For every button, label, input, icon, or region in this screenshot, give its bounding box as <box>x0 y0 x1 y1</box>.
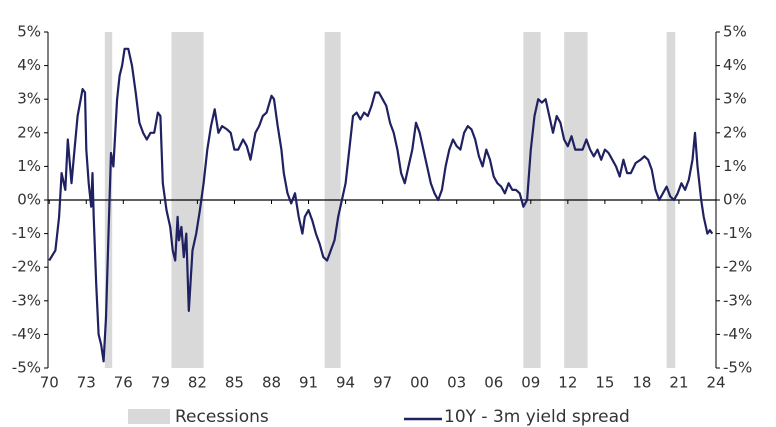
x-tick-label: 76 <box>114 374 133 392</box>
y-tick-label: -5% <box>12 359 41 377</box>
y2-tick-label: 0% <box>723 191 747 209</box>
legend-label: Recessions <box>175 407 269 427</box>
y-tick-label: 2% <box>17 123 41 141</box>
x-tick-label: 15 <box>595 374 614 392</box>
x-tick-label: 82 <box>188 374 207 392</box>
y2-tick-label: -1% <box>723 224 752 242</box>
y2-tick-label: 2% <box>723 123 747 141</box>
y2-tick-label: -2% <box>723 258 752 276</box>
spread-line <box>48 47 714 363</box>
x-tick-label: 97 <box>373 374 392 392</box>
x-tick-label: 85 <box>225 374 244 392</box>
y-tick-label: 4% <box>17 56 41 74</box>
x-tick-label: 73 <box>77 374 96 392</box>
x-tick-label: 94 <box>336 374 355 392</box>
x-tick-label: 03 <box>447 374 466 392</box>
y-tick-label: 1% <box>17 157 41 175</box>
x-tick-label: 00 <box>410 374 429 392</box>
x-tick-label: 24 <box>706 374 725 392</box>
y2-tick-label: -3% <box>723 291 752 309</box>
x-tick-label: 18 <box>632 374 651 392</box>
y2-tick-label: -4% <box>723 325 752 343</box>
legend-swatch-recessions <box>128 409 170 424</box>
y-tick-label: -1% <box>12 224 41 242</box>
x-tick-label: 79 <box>151 374 170 392</box>
y2-tick-label: 3% <box>723 90 747 108</box>
y2-tick-label: -5% <box>723 359 752 377</box>
y-tick-label: 0% <box>17 191 41 209</box>
x-tick-label: 88 <box>262 374 281 392</box>
y2-tick-label: 4% <box>723 56 747 74</box>
y-tick-label: -2% <box>12 258 41 276</box>
y-tick-label: 3% <box>17 90 41 108</box>
x-tick-label: 91 <box>299 374 318 392</box>
legend-label: 10Y - 3m yield spread <box>444 407 630 427</box>
y2-tick-label: 1% <box>723 157 747 175</box>
y-tick-label: 5% <box>17 23 41 41</box>
x-tick-label: 12 <box>558 374 577 392</box>
y2-tick-label: 5% <box>723 23 747 41</box>
x-tick-label: 21 <box>669 374 688 392</box>
x-tick-label: 09 <box>521 374 540 392</box>
y-tick-label: -3% <box>12 291 41 309</box>
x-tick-label: 06 <box>484 374 503 392</box>
y-tick-label: -4% <box>12 325 41 343</box>
x-tick-label: 70 <box>40 374 59 392</box>
